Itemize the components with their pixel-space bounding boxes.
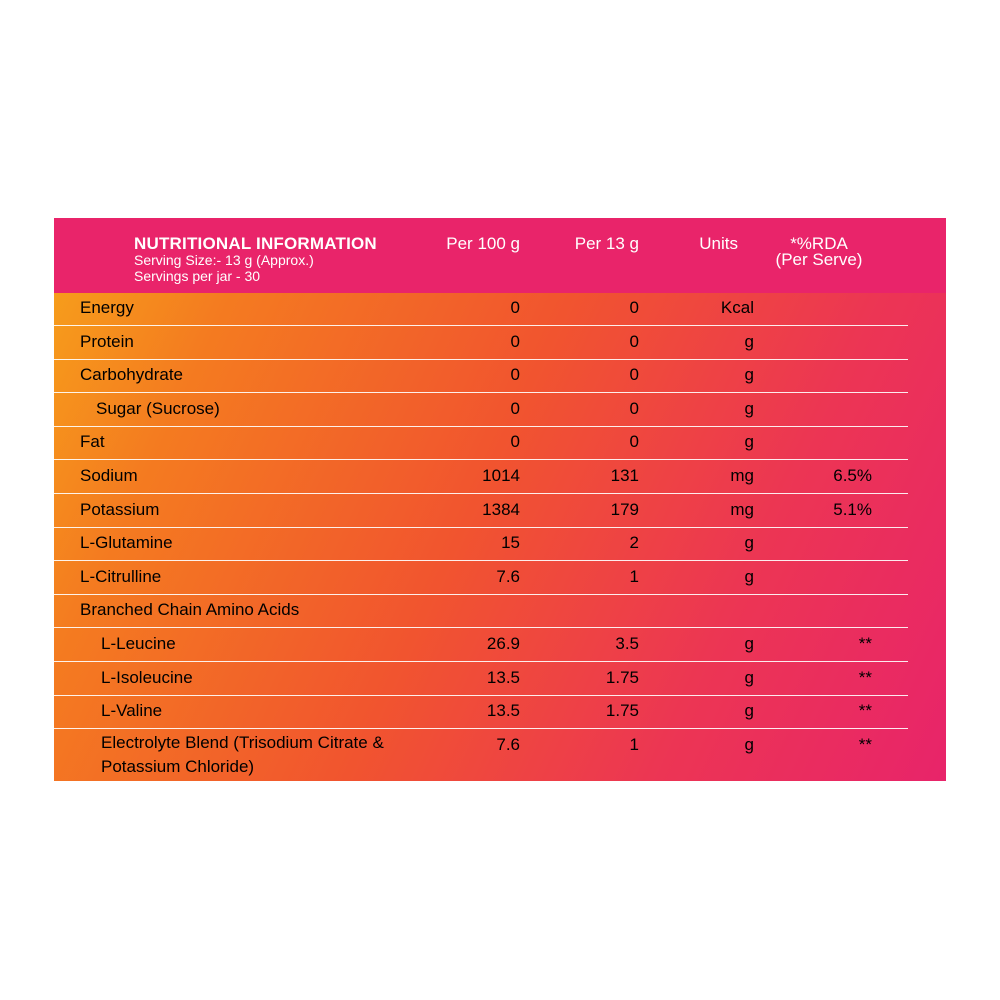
unit-value: g xyxy=(744,634,754,653)
per100-value: 15 xyxy=(501,533,520,553)
unit-value: g xyxy=(744,701,754,721)
per100-value: 26.9 xyxy=(486,634,520,653)
rda-value: ** xyxy=(858,667,872,687)
col-rda-header-line1: *%RDA xyxy=(790,234,848,253)
table-row: L-Glutamine 15 2 g xyxy=(54,527,908,562)
per100-value: 0 xyxy=(510,298,520,317)
table-row: Carbohydrate 0 0 g xyxy=(54,359,908,394)
nutrient-name: Protein xyxy=(80,331,134,351)
table-row: Energy 0 0 Kcal xyxy=(54,292,908,326)
per13-value: 0 xyxy=(629,398,639,418)
unit-value: g xyxy=(744,331,754,351)
unit-value: g xyxy=(744,398,754,418)
nutrient-name: L-Valine xyxy=(101,701,163,721)
table-row: L-Valine 13.5 1.75 g ** xyxy=(54,695,908,730)
nutrition-panel: NUTRITIONAL INFORMATION Serving Size:- 1… xyxy=(54,218,946,781)
nutrient-name: Sodium xyxy=(80,466,138,485)
table-row: Branched Chain Amino Acids xyxy=(54,594,908,629)
per100-value: 7.6 xyxy=(496,734,520,754)
per13-value: 2 xyxy=(629,533,639,553)
per100-value: 13.5 xyxy=(486,667,520,687)
per13-value: 1.75 xyxy=(605,701,639,721)
per100-value: 1384 xyxy=(482,499,520,519)
nutrient-name: Sugar (Sucrose) xyxy=(96,398,220,418)
per100-value: 13.5 xyxy=(486,701,520,721)
per13-value: 0 xyxy=(629,298,639,317)
nutrient-name: Fat xyxy=(80,432,105,452)
per13-value: 1.75 xyxy=(605,667,639,687)
nutrient-name: L-Glutamine xyxy=(80,533,173,553)
table-row: Sugar (Sucrose) 0 0 g xyxy=(54,393,908,427)
nutrient-name: Potassium xyxy=(80,499,160,519)
nutrient-name: L-Leucine xyxy=(101,634,176,653)
nutrient-name: Branched Chain Amino Acids xyxy=(80,600,300,620)
unit-value: g xyxy=(744,566,754,586)
table-row: L-Citrulline 7.6 1 g xyxy=(54,561,908,595)
per13-value: 0 xyxy=(629,432,639,452)
col-rda-header-line2: (Per Serve) xyxy=(775,250,863,269)
unit-value: g xyxy=(744,533,754,553)
table-row: Protein 0 0 g xyxy=(54,326,908,360)
per13-value: 0 xyxy=(629,331,639,351)
nutrient-name: Electrolyte Blend (Trisodium Citrate & P… xyxy=(101,732,384,776)
per100-value: 1014 xyxy=(482,466,520,485)
unit-value: g xyxy=(744,365,754,385)
per13-value: 1 xyxy=(629,566,639,586)
per100-value: 7.6 xyxy=(496,566,520,586)
table-row: Fat 0 0 g xyxy=(54,426,908,461)
per100-value: 0 xyxy=(510,398,520,418)
nutrient-name: Carbohydrate xyxy=(80,365,184,385)
per100-value: 0 xyxy=(510,331,520,351)
unit-value: g xyxy=(744,734,754,754)
table-title: NUTRITIONAL INFORMATION xyxy=(134,234,377,253)
col-units-header: Units xyxy=(699,234,738,253)
servings-per-jar: Servings per jar - 30 xyxy=(134,268,261,284)
col-per13-header: Per 13 g xyxy=(574,234,639,253)
table-row: Potassium 1384 179 mg 5.1% xyxy=(54,494,908,528)
rda-value: ** xyxy=(858,701,872,721)
col-per100-header: Per 100 g xyxy=(446,234,520,253)
per13-value: 1 xyxy=(629,734,639,754)
unit-value: mg xyxy=(730,466,754,485)
per100-value: 0 xyxy=(510,432,520,452)
per13-value: 3.5 xyxy=(615,634,639,653)
table-row: L-Leucine 26.9 3.5 g ** xyxy=(54,628,908,662)
table-header: NUTRITIONAL INFORMATION Serving Size:- 1… xyxy=(54,218,946,293)
nutrient-name: L-Citrulline xyxy=(80,566,162,586)
rda-value: 5.1% xyxy=(833,499,872,519)
serving-size: Serving Size:- 13 g (Approx.) xyxy=(134,252,314,268)
per100-value: 0 xyxy=(510,365,520,385)
rda-value: ** xyxy=(858,734,872,754)
unit-value: g xyxy=(744,667,754,687)
per13-value: 131 xyxy=(610,466,639,485)
unit-value: Kcal xyxy=(720,298,754,317)
per13-value: 179 xyxy=(610,499,639,519)
table-row: L-Isoleucine 13.5 1.75 g ** xyxy=(54,662,908,696)
unit-value: g xyxy=(744,432,754,452)
col-rda-header: *%RDA (Per Serve) xyxy=(764,234,874,269)
per13-value: 0 xyxy=(629,365,639,385)
rda-value: ** xyxy=(858,634,872,653)
unit-value: mg xyxy=(730,499,754,519)
nutrient-name: L-Isoleucine xyxy=(101,667,193,687)
table-row: Sodium 1014 131 mg 6.5% xyxy=(54,460,908,494)
table-row: Electrolyte Blend (Trisodium Citrate & P… xyxy=(54,729,908,787)
nutrient-name: Energy xyxy=(80,298,134,317)
rda-value: 6.5% xyxy=(833,466,872,485)
